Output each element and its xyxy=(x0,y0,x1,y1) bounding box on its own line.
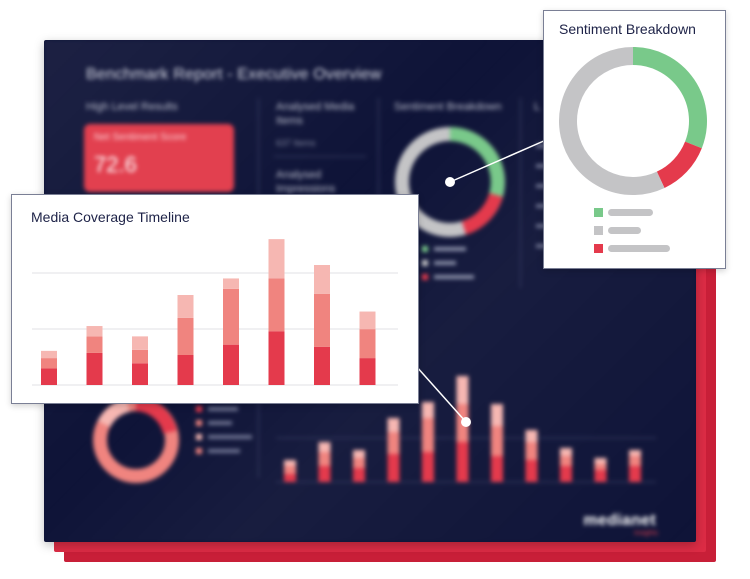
dashboard-bar-segment xyxy=(491,404,503,426)
dashboard-bar-segment xyxy=(594,464,607,470)
timeline-bar-segment xyxy=(359,358,376,385)
timeline-bar-segment xyxy=(41,368,57,385)
timeline-bar-segment xyxy=(223,278,239,289)
analysed-media-label: Analysed Media Items xyxy=(276,101,355,127)
sentiment-donut-chart xyxy=(559,47,707,253)
dashboard-bar-segment xyxy=(422,402,434,418)
legend-swatch-positive xyxy=(594,208,603,217)
dashboard-title: Benchmark Report - Executive Overview xyxy=(86,66,382,83)
dashboard-bar-segment xyxy=(387,454,400,482)
dash-sentiment-label: Sentiment Breakdown xyxy=(394,101,502,113)
medianet-logo-sub: insights xyxy=(634,530,658,537)
media-coverage-timeline-card: Media Coverage Timeline xyxy=(11,194,419,404)
medianet-logo: medianet xyxy=(583,512,656,529)
legend-label-placeholder xyxy=(608,209,653,216)
dashboard-bar-segment xyxy=(594,470,607,482)
dashboard-bar-segment xyxy=(318,466,331,482)
dashboard-bar-segment xyxy=(353,468,365,482)
net-sentiment-value: 72.6 xyxy=(94,152,137,177)
donut-slice xyxy=(656,141,702,188)
dashboard-bar-segment xyxy=(387,432,400,454)
legend-swatch-neutral xyxy=(594,226,603,235)
timeline-bar-segment xyxy=(132,363,148,385)
dashboard-bar-segment xyxy=(318,442,331,452)
legend-label-placeholder xyxy=(608,227,641,234)
sentiment-breakdown-card: Sentiment Breakdown xyxy=(543,10,726,269)
dashboard-bar-segment xyxy=(353,458,365,468)
analysed-impressions-label: Analysed Impressions xyxy=(276,169,336,195)
timeline-bar-segment xyxy=(177,355,194,385)
timeline-bar-segment xyxy=(86,352,103,385)
dashboard-bar-segment xyxy=(284,460,296,466)
legend-label-placeholder xyxy=(608,245,670,252)
media-coverage-chart xyxy=(32,239,398,386)
dashboard-bar-segment xyxy=(560,448,572,456)
dashboard-bar-segment xyxy=(629,466,641,482)
dashboard-bar-segment xyxy=(456,442,469,482)
dashboard-bar-segment xyxy=(525,430,538,442)
timeline-bar-segment xyxy=(223,288,239,345)
timeline-bar-segment xyxy=(177,295,194,318)
timeline-bar-segment xyxy=(177,317,194,355)
dashboard-bar-segment xyxy=(422,452,434,482)
dashboard-bar-segment xyxy=(353,450,365,458)
timeline-bar-segment xyxy=(268,331,285,385)
donut-slice xyxy=(632,47,707,149)
timeline-bar-segment xyxy=(86,336,103,353)
timeline-bar-segment xyxy=(359,311,376,330)
timeline-bar-segment xyxy=(314,265,330,294)
dashboard-bar-segment xyxy=(629,456,641,466)
timeline-bar-segment xyxy=(268,239,285,279)
dashboard-bar-segment xyxy=(629,450,641,456)
high-level-label: High Level Results xyxy=(86,101,178,113)
timeline-bar-segment xyxy=(41,358,57,369)
dashboard-bar-segment xyxy=(456,376,469,404)
dashboard-bar-segment xyxy=(422,418,434,452)
legend-swatch-negative xyxy=(594,244,603,253)
timeline-bar-segment xyxy=(41,350,57,359)
sentiment-card-title: Sentiment Breakdown xyxy=(559,21,696,37)
dashboard-bar-segment xyxy=(560,466,572,482)
dashboard-bar-segment xyxy=(594,458,607,464)
dashboard-bar-segment xyxy=(491,456,503,482)
net-sentiment-card: Net Sentiment Score 72.6 xyxy=(84,124,234,192)
timeline-card-title: Media Coverage Timeline xyxy=(31,209,190,225)
dashboard-bar-segment xyxy=(525,460,538,482)
dashboard-bar-segment xyxy=(318,452,331,466)
dashboard-bar-segment xyxy=(456,404,469,442)
timeline-bar-segment xyxy=(86,326,103,337)
net-sentiment-label: Net Sentiment Score xyxy=(94,132,187,143)
dashboard-bar-segment xyxy=(284,466,296,474)
timeline-bar-segment xyxy=(223,344,239,385)
timeline-bar-segment xyxy=(314,346,330,385)
timeline-bar-segment xyxy=(132,349,148,364)
timeline-bar-segment xyxy=(132,336,148,350)
timeline-bar-segment xyxy=(314,293,330,347)
dashboard-bar-segment xyxy=(387,418,400,432)
dashboard-bar-segment xyxy=(560,456,572,466)
donut-slice xyxy=(559,47,665,195)
analysed-media-value: 637 Items xyxy=(276,138,316,148)
dashboard-bar-segment xyxy=(284,474,296,482)
timeline-bar-segment xyxy=(268,278,285,332)
timeline-bar-segment xyxy=(359,329,376,359)
dashboard-bar-segment xyxy=(491,426,503,456)
dashboard-bar-segment xyxy=(525,442,538,460)
